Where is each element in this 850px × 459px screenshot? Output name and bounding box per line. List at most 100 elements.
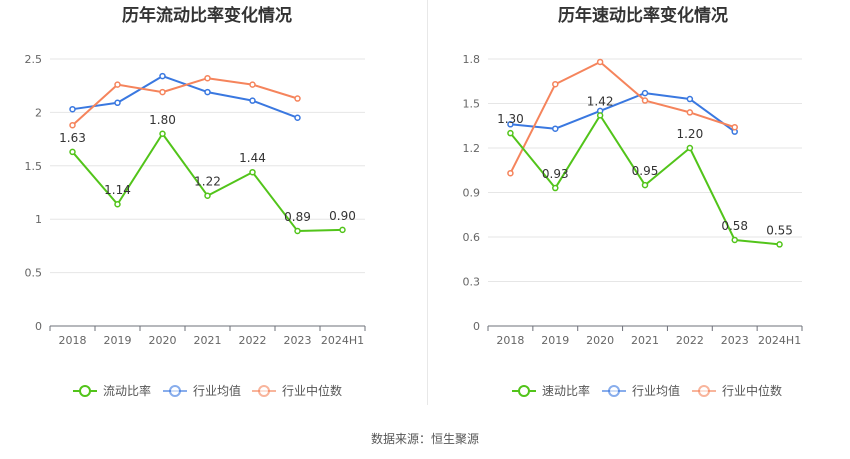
data-point xyxy=(686,144,694,152)
y-tick-label: 0.6 xyxy=(463,231,481,244)
data-point xyxy=(294,227,301,235)
x-tick-label: 2024H1 xyxy=(758,334,801,347)
data-point xyxy=(552,80,559,88)
data-point xyxy=(507,129,514,137)
data-point xyxy=(776,241,783,248)
legend-label: 速动比率 xyxy=(542,383,590,398)
series-industry-median xyxy=(507,58,738,177)
series-line xyxy=(509,60,736,174)
data-label: 0.58 xyxy=(721,219,748,233)
x-tick-label: 2021 xyxy=(194,334,222,347)
series-industry-mean xyxy=(507,89,738,135)
data-point xyxy=(159,130,166,138)
current-ratio-chart: 历年流动比率变化情况 0 0.5 1 1.5 2 2.5 2018 2019 2020 2021 20… xyxy=(0,0,425,410)
y-tick-label: 1.2 xyxy=(463,142,481,155)
y-tick-label: 0.9 xyxy=(463,187,481,200)
y-tick-label: 1.8 xyxy=(463,53,481,66)
legend-item: 行业均值 xyxy=(602,383,680,398)
data-label: 1.14 xyxy=(104,183,131,197)
legend-label: 行业均值 xyxy=(193,383,241,398)
data-label: 1.42 xyxy=(587,94,614,108)
legend-swatch-marker xyxy=(518,385,530,397)
data-point xyxy=(204,88,211,96)
legend-swatch-marker xyxy=(698,385,710,397)
y-tick-label: 1.5 xyxy=(463,98,481,111)
current-ratio-chart-svg: 历年流动比率变化情况 0 0.5 1 1.5 2 2.5 2018 2019 2020 2021 20… xyxy=(25,5,366,398)
series-industry-median xyxy=(69,74,301,129)
data-point xyxy=(69,105,76,113)
data-point xyxy=(641,181,649,189)
x-tick-label: 2018 xyxy=(59,334,87,347)
legend-label: 行业中位数 xyxy=(722,383,782,398)
data-point xyxy=(204,74,211,82)
data-point xyxy=(686,109,694,116)
chart-title: 历年流动比率变化情况 xyxy=(122,5,292,26)
x-tick-label: 2020 xyxy=(586,334,614,347)
legend-label: 行业中位数 xyxy=(282,383,342,398)
x-tick-label: 2023 xyxy=(721,334,749,347)
legend-label: 行业均值 xyxy=(632,383,680,398)
legend-swatch-marker xyxy=(258,385,270,397)
data-label: 0.95 xyxy=(632,164,659,178)
data-point xyxy=(249,97,256,104)
data-label: 0.93 xyxy=(542,167,569,181)
legend-swatch-marker xyxy=(169,385,181,397)
series-main xyxy=(507,112,783,248)
x-tick-label: 2019 xyxy=(541,334,569,347)
y-tick-label: 1.5 xyxy=(25,160,43,173)
data-point xyxy=(249,168,256,176)
x-tick-label: 2018 xyxy=(496,334,524,347)
data-label: 1.20 xyxy=(676,127,703,141)
data-point xyxy=(507,121,514,128)
data-point xyxy=(159,88,166,96)
y-tick-label: 0.5 xyxy=(25,267,43,280)
series-line xyxy=(510,92,736,133)
x-tick-label: 2022 xyxy=(239,334,267,347)
data-point xyxy=(596,112,604,119)
data-point xyxy=(294,95,301,102)
data-point xyxy=(69,148,76,156)
legend-item: 行业中位数 xyxy=(252,383,342,398)
legend-swatch-marker xyxy=(608,385,620,397)
legend-item: 速动比率 xyxy=(512,383,590,398)
data-point xyxy=(552,125,559,132)
series-line xyxy=(71,77,298,126)
data-point xyxy=(641,97,649,104)
data-point xyxy=(114,99,121,107)
legend-swatch-marker xyxy=(79,385,91,397)
data-point xyxy=(294,114,301,121)
data-point xyxy=(339,226,346,234)
data-label: 0.89 xyxy=(284,210,311,224)
x-tick-label: 2022 xyxy=(676,334,704,347)
data-point xyxy=(686,95,694,103)
series-main xyxy=(69,130,346,235)
series-industry-mean xyxy=(69,72,301,121)
y-tick-label: 0.3 xyxy=(463,276,481,289)
chart-title: 历年速动比率变化情况 xyxy=(558,5,728,26)
x-tick-label: 2024H1 xyxy=(321,334,364,347)
data-point xyxy=(114,200,121,208)
data-point xyxy=(731,236,738,244)
y-tick-label: 0 xyxy=(473,320,480,333)
data-label: 1.30 xyxy=(497,112,524,126)
legend-item: 行业均值 xyxy=(163,383,241,398)
x-tick-label: 2019 xyxy=(104,334,132,347)
legend-item: 行业中位数 xyxy=(692,383,782,398)
data-point xyxy=(731,123,738,131)
x-tick-label: 2023 xyxy=(284,334,312,347)
data-point xyxy=(204,192,211,199)
legend-item: 流动比率 xyxy=(73,383,151,398)
panel-divider xyxy=(427,0,428,405)
data-label: 1.63 xyxy=(59,131,86,145)
y-tick-label: 2 xyxy=(35,106,42,119)
data-label: 1.44 xyxy=(239,151,266,165)
data-point xyxy=(507,169,514,177)
y-tick-label: 2.5 xyxy=(25,53,43,66)
data-point xyxy=(159,72,166,80)
quick-ratio-chart: 历年速动比率变化情况 0 0.3 0.6 0.9 1.2 1.5 1.8 2018 2019 202… xyxy=(425,0,850,410)
data-point xyxy=(552,184,559,192)
data-source-footer: 数据来源：恒生聚源 xyxy=(370,432,479,446)
data-point xyxy=(249,81,256,88)
data-point xyxy=(69,121,76,129)
data-label: 1.80 xyxy=(149,113,176,127)
